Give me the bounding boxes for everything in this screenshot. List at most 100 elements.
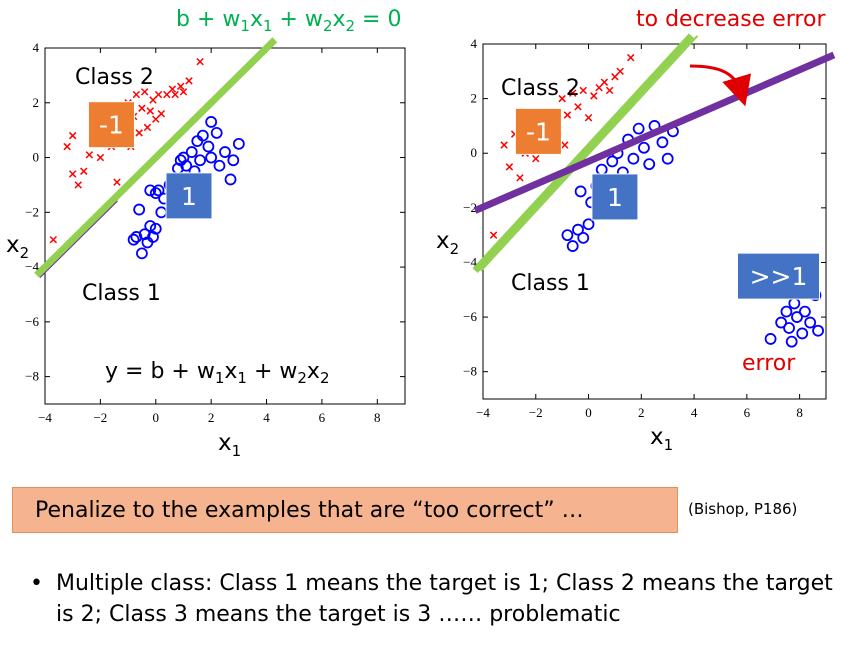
class1-point [582, 218, 595, 231]
class1-point [205, 116, 218, 128]
decrease-error-arrow [689, 64, 752, 107]
class2-point [171, 90, 179, 99]
class1-point [180, 159, 193, 172]
right-green-boundary [472, 33, 695, 274]
class2-point [595, 83, 603, 92]
left-badges: -1 1 [87, 101, 213, 220]
class2-point [568, 89, 577, 97]
left-ylabel: x2 [6, 232, 29, 262]
x-tick-label: 6 [319, 410, 326, 425]
y-tick-label: −8 [25, 369, 39, 384]
x-tick-label: −4 [38, 410, 52, 425]
class2-point [96, 153, 105, 162]
class1-point [643, 158, 656, 171]
left-boundary-thin-line [38, 199, 118, 279]
class2-point [185, 77, 193, 85]
class1-point [632, 122, 645, 135]
left-top-equation: b + w1x1 + w2x2 = 0 [176, 7, 401, 35]
class1-point [227, 154, 240, 167]
right-class2-label: Class 2 [501, 76, 580, 101]
x-tick-label: 6 [744, 405, 751, 420]
left-plot: −4 −2 0 2 4 6 8 4 2 0 −2 −4 −6 −8 Class 2 Class 1 -1 1… [6, 7, 406, 460]
class2-point [196, 57, 204, 66]
decrease-error-label: to decrease error [636, 7, 826, 32]
class1-point [202, 140, 215, 153]
penalize-banner: Penalize to the examples that are “too c… [12, 487, 678, 533]
class2-point [68, 170, 77, 178]
class1-point [788, 297, 801, 310]
class2-point [113, 178, 121, 186]
class2-point [627, 53, 635, 62]
class2-point [132, 90, 141, 99]
class1-point [149, 187, 162, 200]
class2-point [49, 235, 58, 244]
class2-point [584, 114, 593, 122]
left-class1-label: Class 1 [82, 281, 161, 306]
y-tick-label: −4 [25, 259, 39, 274]
class2-point [135, 129, 143, 137]
citation: (Bishop, P186) [688, 500, 798, 518]
class2-point [74, 181, 82, 189]
y-tick-label: 4 [471, 36, 478, 51]
class2-point [179, 88, 188, 96]
right-boundary-thin-line [480, 35, 699, 272]
class1-point [798, 305, 811, 318]
class2-point [152, 115, 160, 123]
class1-point [661, 152, 674, 165]
y-tick-label: −2 [25, 204, 39, 219]
class1-point [194, 154, 206, 167]
class2-point [574, 103, 582, 111]
plots-canvas: −4 −2 0 2 4 6 8 4 2 0 −2 −4 −6 −8 Class 2 Class 1 -1 1… [6, 7, 836, 460]
badge: >>1 [737, 252, 821, 300]
class2-point [80, 167, 88, 175]
x-tick-label: 4 [263, 410, 270, 425]
badge-label: >>1 [750, 262, 808, 291]
bullet-text: Multiple class: Class 1 means the target… [56, 571, 833, 627]
class2-point [579, 86, 587, 95]
y-tick-label: 0 [471, 145, 478, 160]
class1-point [780, 305, 793, 318]
class2-point [532, 154, 540, 163]
x-tick-label: 8 [796, 405, 803, 420]
penalize-banner-text: Penalize to the examples that are “too c… [35, 497, 584, 523]
right-plot-frame [482, 43, 827, 400]
class1-point [574, 185, 587, 198]
class2-point [157, 109, 166, 118]
class1-point [656, 136, 669, 149]
y-tick-label: 2 [471, 91, 478, 106]
class1-point [127, 233, 140, 246]
class2-point [489, 231, 498, 239]
x-tick-label: −4 [476, 405, 490, 420]
x-tick-label: −2 [529, 405, 543, 420]
class2-point [590, 92, 598, 100]
class1-point [133, 203, 146, 216]
y-tick-label: −6 [463, 309, 477, 324]
class2-point [600, 78, 609, 86]
class1-point [566, 240, 579, 252]
class2-point [616, 67, 624, 76]
class1-point [224, 173, 237, 186]
x-tick-label: 2 [638, 405, 645, 420]
badge: 1 [591, 173, 639, 221]
right-plot: −4 −2 0 2 4 6 8 4 2 0 −2 −4 −6 −8 Class 2 Class 1 err… [436, 33, 836, 454]
left-xlabel: x1 [218, 430, 241, 460]
left-plot-frame [44, 47, 406, 405]
class1-point [561, 229, 574, 242]
class2-point [605, 86, 614, 95]
class1-point [572, 223, 584, 236]
class2-point [140, 88, 149, 96]
right-error-label: error [742, 351, 796, 376]
class1-point [136, 247, 148, 260]
class2-point [558, 94, 566, 103]
class1-point [775, 316, 788, 329]
class2-point [176, 82, 185, 91]
y-tick-label: 2 [33, 95, 40, 110]
class1-point [144, 184, 157, 197]
right-class1-label: Class 1 [511, 271, 590, 296]
class1-point [177, 151, 190, 164]
class2-point [505, 163, 514, 171]
badge: 1 [165, 172, 213, 220]
badge-label: -1 [99, 111, 124, 140]
x-tick-label: 4 [691, 405, 698, 420]
class1-point [210, 126, 223, 139]
